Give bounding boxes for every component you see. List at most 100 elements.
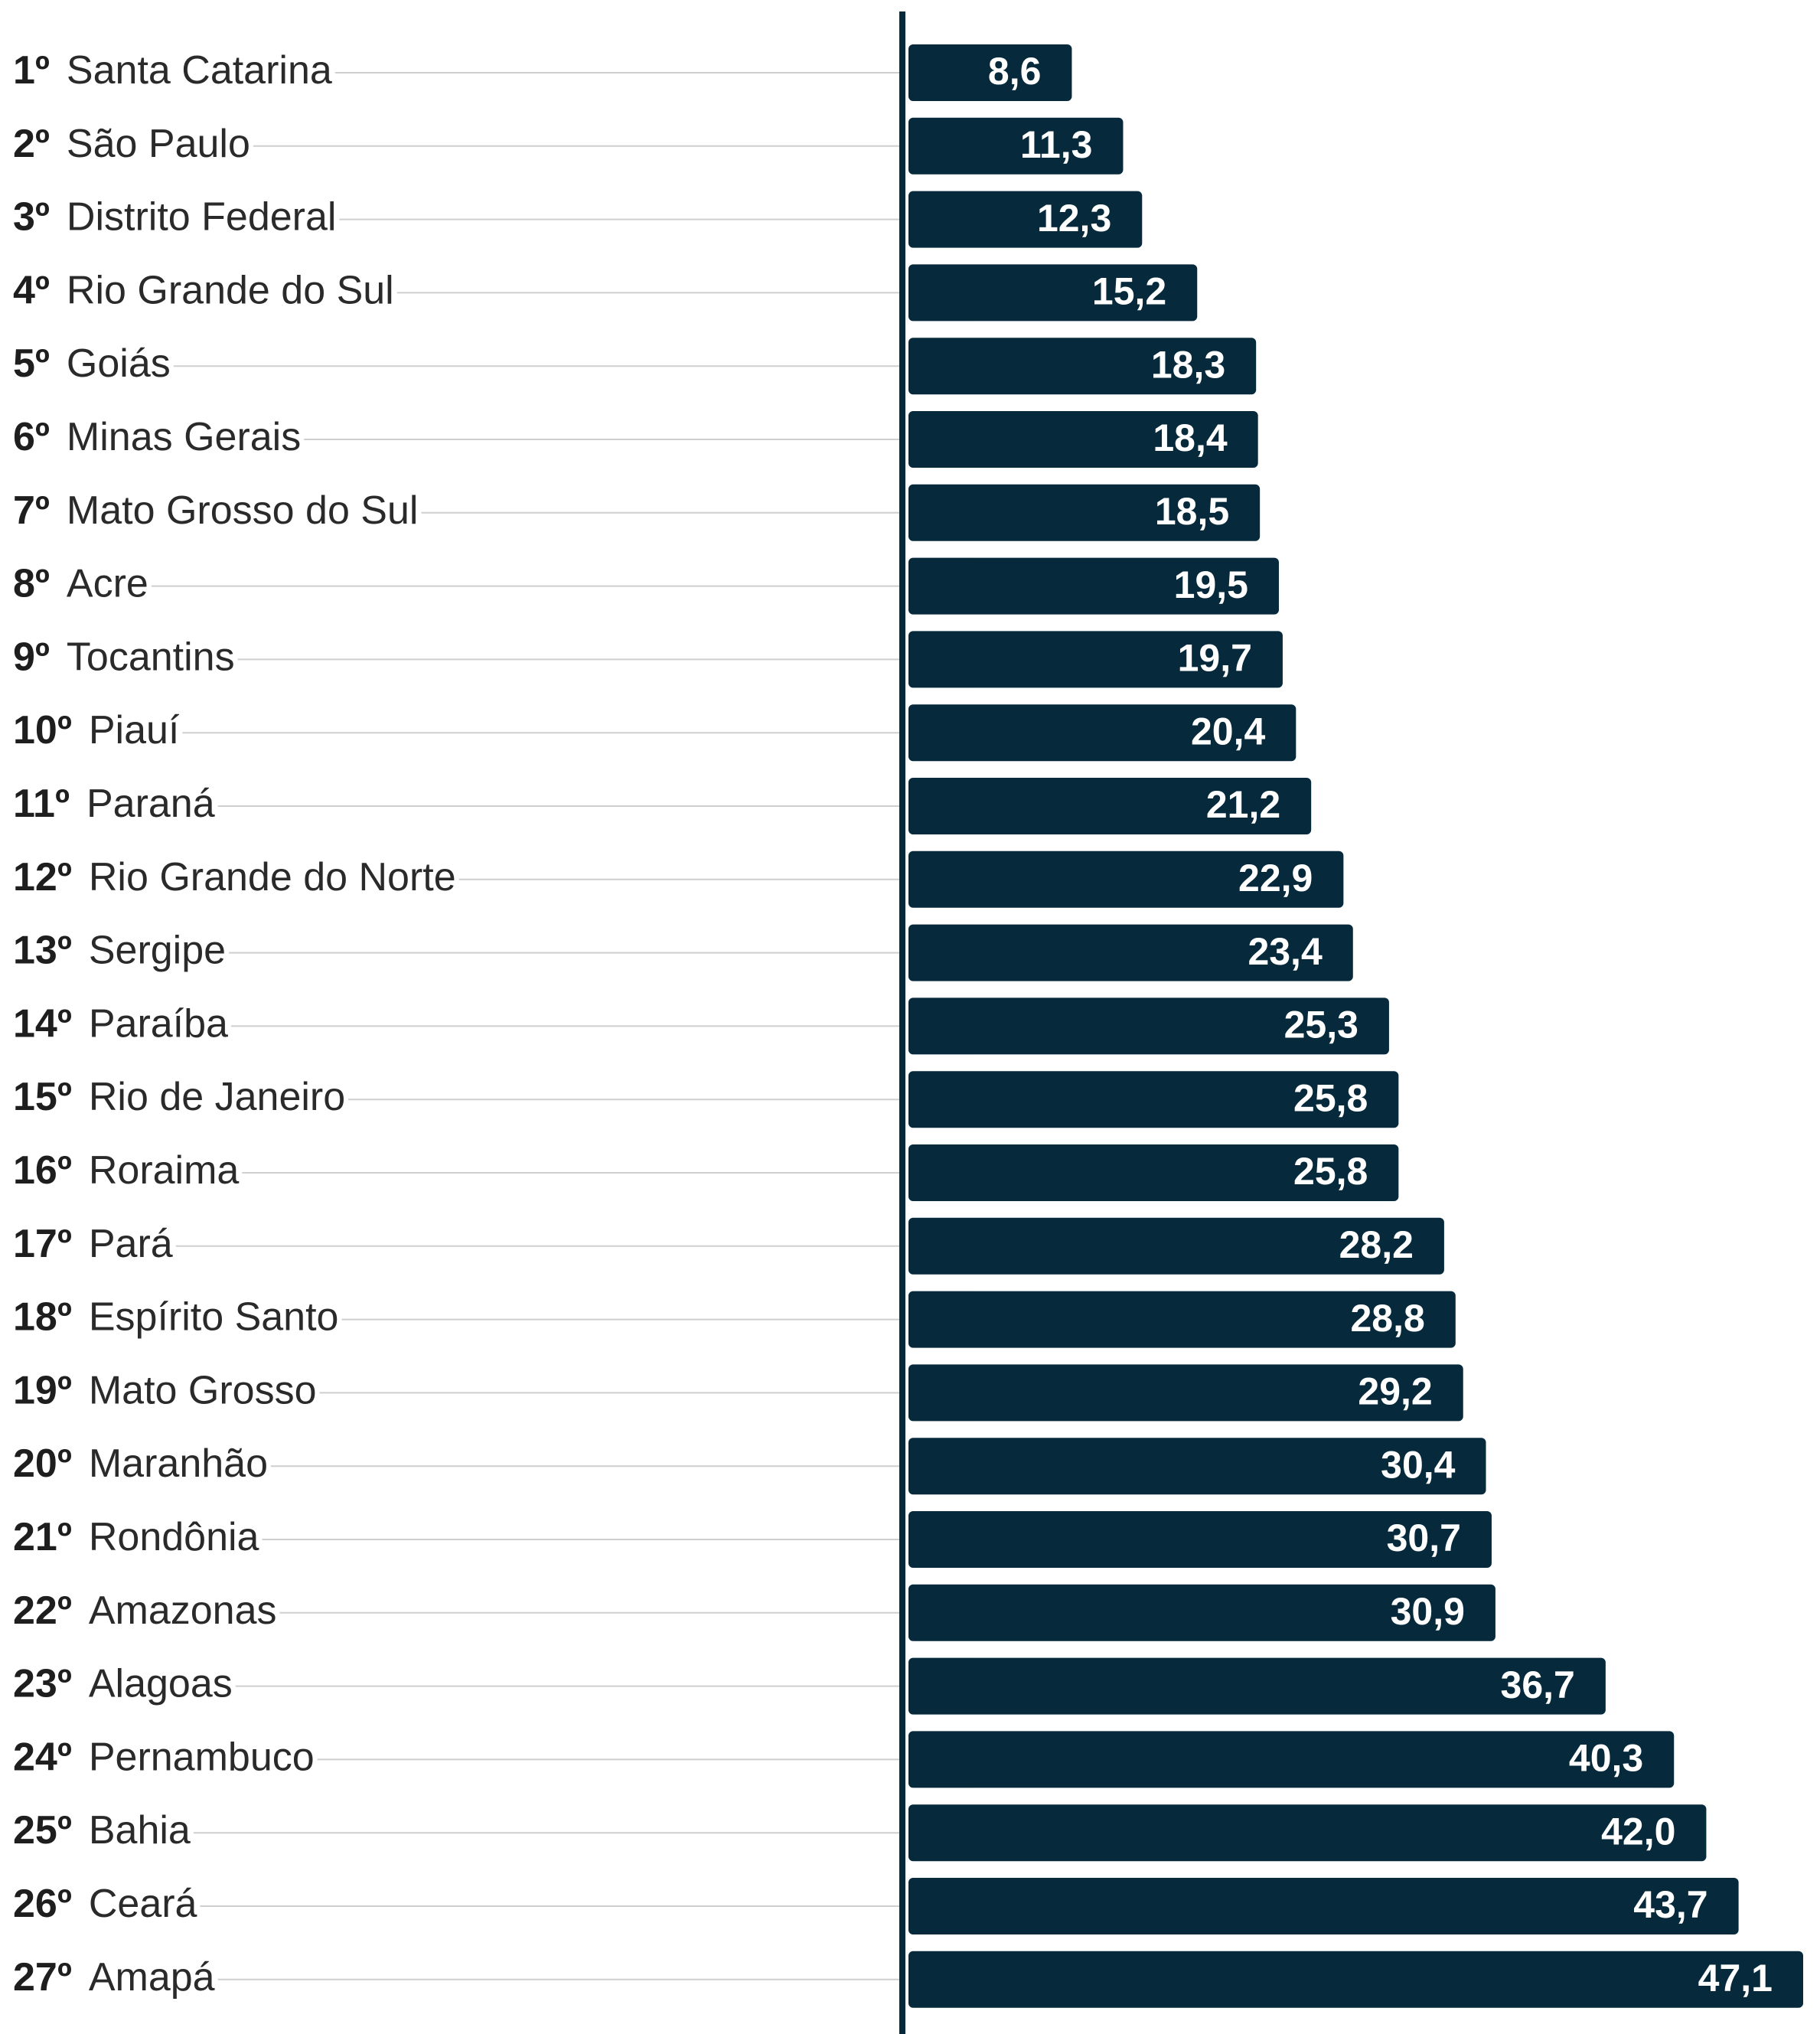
row-label: 13º Sergipe <box>13 928 226 972</box>
bar <box>908 997 1389 1055</box>
row-label: 19º Mato Grosso <box>13 1368 317 1412</box>
row-label: 8º Acre <box>13 561 148 606</box>
value-label: 15,2 <box>1092 270 1166 313</box>
value-label: 47,1 <box>1698 1957 1773 2000</box>
row-label: 5º Goiás <box>13 341 171 386</box>
category: Amapá <box>89 1955 215 2000</box>
rank: 19º <box>13 1368 72 1412</box>
value-label: 30,7 <box>1387 1517 1461 1559</box>
rank: 7º <box>13 488 50 533</box>
row-label: 16º Roraima <box>13 1148 239 1193</box>
bar <box>908 484 1261 541</box>
category: Rio Grande do Norte <box>89 855 456 899</box>
bar <box>908 44 1072 101</box>
value-label: 22,9 <box>1238 857 1313 899</box>
category: Mato Grosso do Sul <box>67 488 419 533</box>
value-label: 19,5 <box>1174 563 1248 606</box>
rank: 20º <box>13 1441 72 1486</box>
rank: 10º <box>13 708 72 753</box>
category: Sergipe <box>89 928 226 972</box>
bar <box>908 117 1124 175</box>
bar <box>908 1144 1399 1201</box>
rank: 16º <box>13 1148 72 1193</box>
category: Goiás <box>67 341 171 386</box>
value-label: 28,8 <box>1350 1297 1424 1340</box>
row-label: 7º Mato Grosso do Sul <box>13 488 418 533</box>
category: Rio Grande do Sul <box>67 268 394 312</box>
bar <box>908 264 1198 322</box>
category: Santa Catarina <box>67 48 332 93</box>
bar <box>908 850 1344 908</box>
bar <box>908 1731 1675 1788</box>
rank: 6º <box>13 415 50 459</box>
bar <box>908 1657 1606 1715</box>
value-label: 30,4 <box>1381 1443 1456 1486</box>
row-label: 17º Pará <box>13 1222 173 1266</box>
rank: 3º <box>13 194 50 239</box>
rank: 1º <box>13 48 50 93</box>
rank: 15º <box>13 1075 72 1119</box>
row-label: 1º Santa Catarina <box>13 48 332 93</box>
rank: 13º <box>13 928 72 972</box>
row-label: 15º Rio de Janeiro <box>13 1075 345 1119</box>
value-label: 21,2 <box>1206 783 1280 826</box>
rank: 14º <box>13 1001 72 1046</box>
value-label: 23,4 <box>1248 930 1323 973</box>
category: Rondônia <box>89 1515 259 1559</box>
value-label: 11,3 <box>1020 123 1093 166</box>
rank: 9º <box>13 635 50 679</box>
rank: 24º <box>13 1735 72 1779</box>
category: Piauí <box>89 708 180 753</box>
rank: 25º <box>13 1808 72 1853</box>
rank: 8º <box>13 561 50 606</box>
rank: 12º <box>13 855 72 899</box>
row-label: 26º Ceará <box>13 1882 197 1926</box>
row-label: 27º Amapá <box>13 1955 215 2000</box>
bar <box>908 631 1283 688</box>
row-label: 9º Tocantins <box>13 635 235 679</box>
row-label: 24º Pernambuco <box>13 1735 315 1779</box>
bar <box>908 1291 1456 1348</box>
category: Bahia <box>89 1808 191 1853</box>
category: São Paulo <box>67 122 250 166</box>
bar <box>908 557 1279 615</box>
row-label: 20º Maranhão <box>13 1441 268 1486</box>
category: Paraná <box>86 782 215 826</box>
value-label: 18,4 <box>1153 416 1228 459</box>
value-label: 42,0 <box>1601 1810 1675 1853</box>
bar <box>908 1511 1492 1568</box>
rank: 2º <box>13 122 50 166</box>
category: Acre <box>67 561 148 606</box>
rank: 22º <box>13 1588 72 1633</box>
bar <box>908 1071 1399 1128</box>
category: Distrito Federal <box>67 194 337 239</box>
value-label: 19,7 <box>1178 637 1252 680</box>
value-label: 43,7 <box>1633 1883 1707 1926</box>
bar <box>908 1584 1495 1641</box>
value-label: 20,4 <box>1191 710 1266 753</box>
category: Alagoas <box>89 1661 233 1706</box>
value-label: 18,3 <box>1151 343 1225 386</box>
bar <box>908 411 1258 468</box>
rank: 26º <box>13 1882 72 1926</box>
row-label: 21º Rondônia <box>13 1515 259 1559</box>
category: Minas Gerais <box>67 415 301 459</box>
rank: 23º <box>13 1661 72 1706</box>
value-label: 25,8 <box>1293 1150 1368 1193</box>
bar <box>908 1804 1707 1862</box>
row-label: 22º Amazonas <box>13 1588 277 1633</box>
value-label: 40,3 <box>1569 1737 1643 1780</box>
row-label: 10º Piauí <box>13 708 180 753</box>
rank: 5º <box>13 341 50 386</box>
rank: 4º <box>13 268 50 312</box>
category: Maranhão <box>89 1441 268 1486</box>
category: Mato Grosso <box>89 1368 317 1412</box>
rank: 27º <box>13 1955 72 2000</box>
bar <box>908 191 1143 248</box>
category: Tocantins <box>67 635 235 679</box>
row-label: 3º Distrito Federal <box>13 194 336 239</box>
value-label: 8,6 <box>988 50 1042 93</box>
category: Roraima <box>89 1148 240 1193</box>
value-label: 25,8 <box>1293 1076 1368 1119</box>
